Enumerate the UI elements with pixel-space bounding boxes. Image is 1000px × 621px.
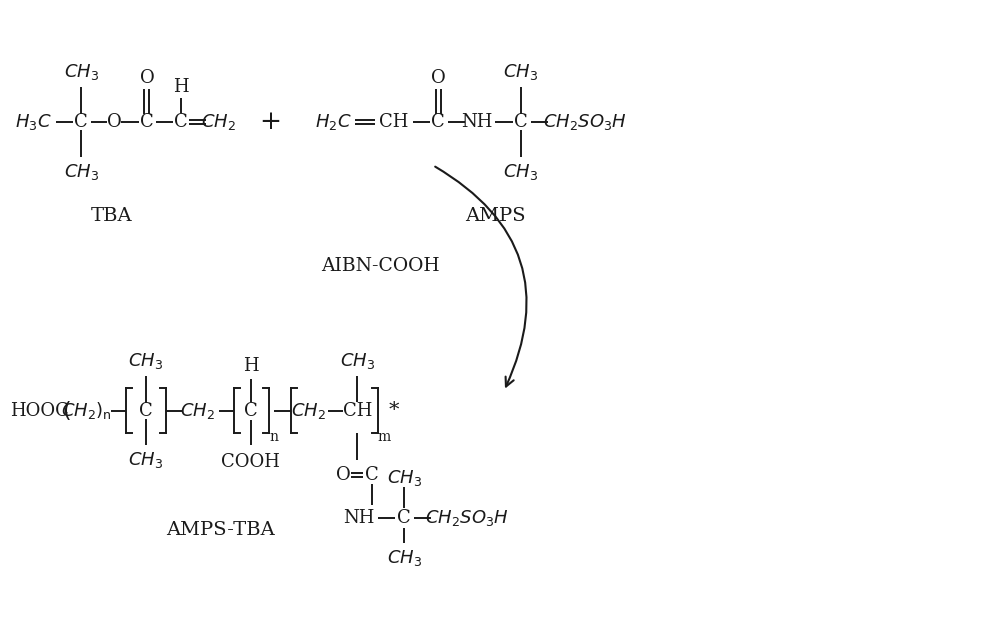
Text: n: n <box>269 430 278 445</box>
Text: O: O <box>431 69 446 87</box>
Text: $CH_3$: $CH_3$ <box>503 62 538 82</box>
Text: $CH_3$: $CH_3$ <box>340 351 375 371</box>
Text: AIBN-COOH: AIBN-COOH <box>321 257 440 275</box>
Text: C: C <box>514 113 528 131</box>
Text: C: C <box>244 402 258 420</box>
Text: C: C <box>365 466 379 484</box>
Text: AMPS: AMPS <box>465 207 525 225</box>
FancyArrowPatch shape <box>435 166 527 386</box>
Text: $CH_3$: $CH_3$ <box>64 161 99 181</box>
Text: $CH_3$: $CH_3$ <box>128 351 164 371</box>
Text: $H_2C$: $H_2C$ <box>315 112 352 132</box>
Text: $CH_3$: $CH_3$ <box>387 548 422 568</box>
Text: C: C <box>397 509 411 527</box>
Text: TBA: TBA <box>90 207 132 225</box>
Text: $CH_3$: $CH_3$ <box>387 468 422 488</box>
Text: CH: CH <box>343 402 372 420</box>
Text: $CH_2$: $CH_2$ <box>291 401 326 420</box>
Text: m: m <box>378 430 391 445</box>
Text: $CH_3$: $CH_3$ <box>64 62 99 82</box>
Text: C: C <box>174 113 188 131</box>
Text: +: + <box>260 109 282 134</box>
Text: H: H <box>173 78 189 96</box>
Text: C: C <box>140 113 154 131</box>
Text: $H_3C$: $H_3C$ <box>15 112 52 132</box>
Text: $CH_2SO_3H$: $CH_2SO_3H$ <box>543 112 627 132</box>
Text: NH: NH <box>343 509 374 527</box>
Text: O: O <box>107 113 121 131</box>
Text: O: O <box>336 466 351 484</box>
Text: $CH_2SO_3H$: $CH_2SO_3H$ <box>425 508 509 528</box>
Text: $CH_3$: $CH_3$ <box>503 161 538 181</box>
Text: NH: NH <box>461 113 493 131</box>
Text: *: * <box>389 401 400 420</box>
Text: H: H <box>243 356 259 374</box>
Text: $\mathsf{(}$: $\mathsf{(}$ <box>62 399 71 422</box>
Text: $CH_2$: $CH_2$ <box>201 112 236 132</box>
Text: C: C <box>139 402 153 420</box>
Text: $CH_3$: $CH_3$ <box>128 450 164 470</box>
Text: C: C <box>74 113 88 131</box>
Text: COOH: COOH <box>221 453 280 471</box>
Text: AMPS-TBA: AMPS-TBA <box>166 521 275 539</box>
Text: O: O <box>140 69 154 87</box>
Text: $CH_2\mathsf{)_n}$: $CH_2\mathsf{)_n}$ <box>61 400 112 421</box>
Text: $CH_2$: $CH_2$ <box>180 401 215 420</box>
Text: CH: CH <box>379 113 408 131</box>
Text: HOOC: HOOC <box>10 402 69 420</box>
Text: C: C <box>431 113 445 131</box>
